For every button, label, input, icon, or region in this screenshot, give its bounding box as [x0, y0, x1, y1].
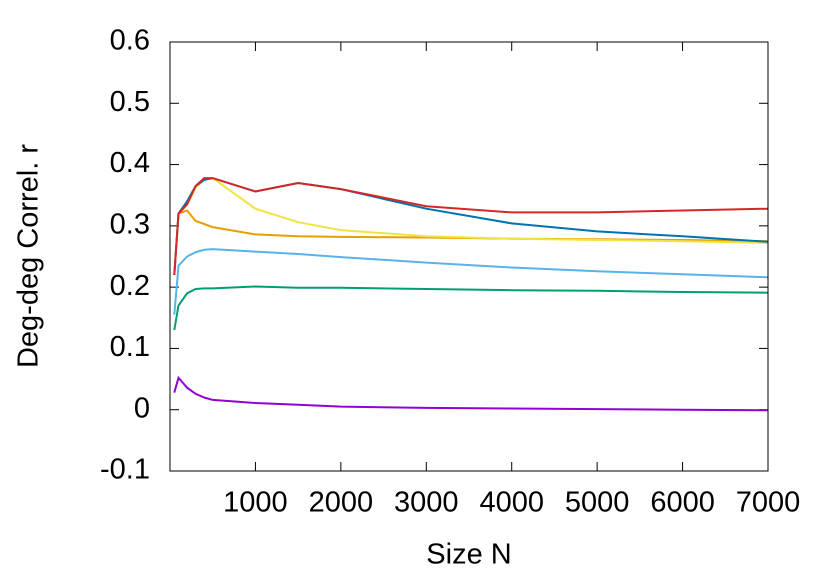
y-tick-label: 0.1	[110, 331, 150, 363]
y-tick-label: 0.3	[110, 209, 150, 241]
x-axis-label: Size N	[426, 539, 511, 571]
series-line	[173, 375, 769, 412]
y-tick-label: 0	[134, 392, 150, 424]
plot-frame	[169, 41, 769, 472]
y-tick-label: 0.2	[110, 270, 150, 302]
x-tick-label: 7000	[736, 487, 801, 519]
series-line	[173, 248, 769, 315]
x-tick-label: 5000	[565, 487, 630, 519]
y-tick-label: 0.4	[110, 147, 150, 179]
series-line	[173, 177, 769, 275]
x-tick-label: 3000	[394, 487, 459, 519]
y-tick-label: 0.5	[110, 86, 150, 118]
series-line	[173, 177, 769, 275]
x-tick-label: 2000	[309, 487, 374, 519]
series-line	[173, 177, 769, 275]
y-tick-label: -0.1	[100, 454, 150, 486]
x-tick-label: 6000	[650, 487, 715, 519]
x-tick-label: 1000	[223, 487, 288, 519]
y-axis-label: Deg-deg Correl. r	[13, 144, 45, 368]
x-tick-label: 4000	[479, 487, 544, 519]
y-tick-label: 0.6	[110, 25, 150, 57]
series-line	[173, 285, 769, 331]
